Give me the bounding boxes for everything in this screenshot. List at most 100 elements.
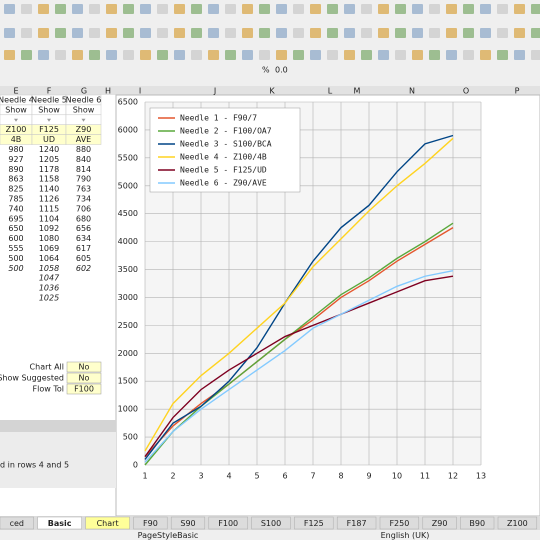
toolbar-icon[interactable]: [89, 50, 100, 60]
toolbar-icon[interactable]: [293, 28, 304, 38]
toolbar-icon[interactable]: [242, 50, 253, 60]
toolbar-icon[interactable]: [361, 4, 372, 14]
toolbar-icon[interactable]: [208, 28, 219, 38]
toolbar-icon[interactable]: [429, 28, 440, 38]
dropdown-arrow[interactable]: [47, 118, 51, 122]
toolbar-icon[interactable]: [174, 4, 185, 14]
sheet-tab[interactable]: [422, 516, 457, 530]
toolbar-icon[interactable]: [225, 50, 236, 60]
toolbar-icon[interactable]: [344, 4, 355, 14]
toolbar-icon[interactable]: [395, 28, 406, 38]
selector-cell[interactable]: UD: [43, 135, 55, 144]
toolbar-icon[interactable]: [191, 50, 202, 60]
toolbar-icon[interactable]: [89, 4, 100, 14]
selector-cell[interactable]: Z100: [6, 125, 27, 134]
toolbar-icon[interactable]: [21, 28, 32, 38]
toolbar-icon[interactable]: [327, 4, 338, 14]
toolbar-icon[interactable]: [225, 4, 236, 14]
sheet-tab[interactable]: [294, 516, 334, 530]
toolbar-icon[interactable]: [395, 50, 406, 60]
toolbar-icon[interactable]: [395, 4, 406, 14]
toolbar-icon[interactable]: [480, 50, 491, 60]
toolbar-icon[interactable]: [140, 28, 151, 38]
toolbar-icon[interactable]: [378, 28, 389, 38]
toolbar-icon[interactable]: [72, 28, 83, 38]
toolbar-icon[interactable]: [123, 4, 134, 14]
toolbar-icon[interactable]: [497, 50, 508, 60]
toolbar-icon[interactable]: [378, 50, 389, 60]
toolbar-icon[interactable]: [446, 50, 457, 60]
selector-cell[interactable]: Z90: [76, 125, 92, 134]
toolbar-icon[interactable]: [72, 50, 83, 60]
toolbar-icon[interactable]: [463, 4, 474, 14]
toolbar-icon[interactable]: [446, 28, 457, 38]
control-box[interactable]: [66, 361, 102, 373]
toolbar-icon[interactable]: [531, 50, 540, 60]
toolbar-icon[interactable]: [378, 4, 389, 14]
toolbar-icon[interactable]: [259, 28, 270, 38]
toolbar-icon[interactable]: [21, 50, 32, 60]
toolbar-icon[interactable]: [123, 50, 134, 60]
toolbar-icon[interactable]: [174, 50, 185, 60]
toolbar-icon[interactable]: [310, 28, 321, 38]
toolbar-icon[interactable]: [55, 50, 66, 60]
toolbar-icon[interactable]: [38, 28, 49, 38]
toolbar-icon[interactable]: [514, 50, 525, 60]
toolbar-icon[interactable]: [310, 50, 321, 60]
sheet-tab[interactable]: [133, 516, 168, 530]
toolbar-icon[interactable]: [191, 4, 202, 14]
sheet-tab[interactable]: [85, 516, 130, 530]
toolbar-icon[interactable]: [259, 50, 270, 60]
dropdown-arrow[interactable]: [14, 118, 18, 122]
toolbar-icon[interactable]: [531, 28, 540, 38]
sheet-tab[interactable]: [208, 516, 248, 530]
toolbar-icon[interactable]: [140, 4, 151, 14]
selector-cell[interactable]: F125: [39, 125, 59, 134]
toolbar-icon[interactable]: [293, 4, 304, 14]
toolbar-icon[interactable]: [4, 50, 15, 60]
toolbar-icon[interactable]: [480, 28, 491, 38]
sheet-tab[interactable]: [170, 516, 206, 530]
sheet-tab[interactable]: [379, 516, 420, 530]
selector-cell[interactable]: AVE: [76, 135, 92, 144]
toolbar-icon[interactable]: [327, 28, 338, 38]
toolbar-icon[interactable]: [276, 28, 287, 38]
toolbar-icon[interactable]: [174, 28, 185, 38]
toolbar-icon[interactable]: [208, 50, 219, 60]
toolbar-icon[interactable]: [276, 50, 287, 60]
toolbar-icon[interactable]: [157, 50, 168, 60]
toolbar-icon[interactable]: [276, 4, 287, 14]
toolbar-icon[interactable]: [106, 50, 117, 60]
toolbar-icon[interactable]: [208, 4, 219, 14]
toolbar-icon[interactable]: [293, 50, 304, 60]
toolbar-icon[interactable]: [429, 4, 440, 14]
selector-cell[interactable]: 4B: [11, 135, 22, 144]
toolbar-icon[interactable]: [259, 4, 270, 14]
control-box[interactable]: [66, 383, 102, 395]
toolbar-icon[interactable]: [157, 28, 168, 38]
toolbar-icon[interactable]: [242, 4, 253, 14]
toolbar-icon[interactable]: [429, 50, 440, 60]
toolbar-icon[interactable]: [361, 28, 372, 38]
toolbar-icon[interactable]: [497, 4, 508, 14]
toolbar-icon[interactable]: [412, 50, 423, 60]
toolbar-icon[interactable]: [123, 28, 134, 38]
toolbar-icon[interactable]: [344, 50, 355, 60]
toolbar-icon[interactable]: [72, 4, 83, 14]
toolbar-icon[interactable]: [157, 4, 168, 14]
sheet-tab[interactable]: [251, 516, 291, 530]
toolbar-icon[interactable]: [55, 4, 66, 14]
sheet-tab[interactable]: [37, 516, 82, 530]
toolbar-icon[interactable]: [225, 28, 236, 38]
sheet-tab[interactable]: [0, 516, 34, 530]
sheet-tab[interactable]: [497, 516, 538, 530]
toolbar-icon[interactable]: [412, 4, 423, 14]
toolbar-icon[interactable]: [55, 28, 66, 38]
toolbar-icon[interactable]: [412, 28, 423, 38]
toolbar-icon[interactable]: [514, 4, 525, 14]
toolbar-icon[interactable]: [106, 28, 117, 38]
toolbar-icon[interactable]: [242, 28, 253, 38]
toolbar-icon[interactable]: [310, 4, 321, 14]
toolbar-icon[interactable]: [106, 4, 117, 14]
toolbar-icon[interactable]: [480, 4, 491, 14]
